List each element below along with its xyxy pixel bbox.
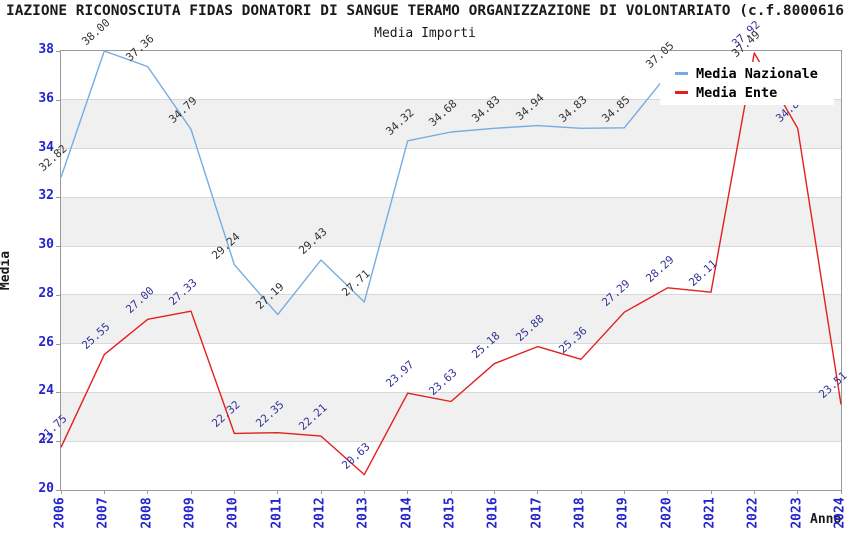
x-tick-mark: [580, 490, 582, 494]
y-tick-label: 38: [38, 42, 54, 57]
legend-label: Media Ente: [696, 84, 778, 101]
gridline: [61, 245, 841, 247]
x-tick-label-year: 2015: [442, 497, 458, 529]
legend-line-sample-red: [675, 91, 688, 94]
x-tick-label-year: 2010: [225, 497, 241, 529]
series-line-media-nazionale: [60, 50, 669, 316]
x-tick-label-year: 2011: [269, 497, 285, 529]
x-tick-label-year: 2013: [355, 497, 371, 529]
gridline: [61, 343, 841, 345]
x-tick-mark: [797, 490, 799, 494]
y-tick-mark: [56, 392, 60, 394]
x-tick-label-year: 2012: [312, 497, 328, 529]
plot-band: [61, 99, 841, 149]
legend: Media Nazionale Media Ente: [660, 62, 834, 105]
x-tick-mark: [233, 490, 235, 494]
plot-area: 32.82 38.00 37.36 34.79 29.24 27.19 29.43 27.71…: [36, 16, 850, 494]
gridline: [61, 440, 841, 442]
x-tick-mark: [320, 490, 322, 494]
series-lines: [60, 50, 842, 476]
x-tick-mark: [363, 490, 365, 494]
x-tick-label-year: 2014: [399, 497, 415, 529]
x-tick-mark: [103, 490, 105, 494]
chart-subtitle: Media Importi: [374, 26, 476, 41]
chart-title: IAZIONE RICONOSCIUTA FIDAS DONATORI DI S…: [5, 3, 845, 19]
x-tick-label-year: 2016: [485, 497, 501, 529]
y-tick-mark: [56, 343, 60, 345]
x-tick-mark: [840, 490, 842, 494]
x-tick-mark: [190, 490, 192, 494]
x-tick-label-year: 2007: [95, 497, 111, 529]
plot-band: [61, 392, 841, 442]
x-tick-mark: [450, 490, 452, 494]
x-tick-mark: [753, 490, 755, 494]
x-tick-label-year: 2020: [659, 497, 675, 529]
gridline: [61, 294, 841, 296]
x-tick-label-year: 2024: [832, 497, 848, 529]
y-tick-mark: [56, 197, 60, 199]
y-tick-label: 24: [38, 383, 54, 399]
y-tick-mark: [56, 51, 60, 52]
legend-item-media-nazionale: Media Nazionale: [660, 64, 834, 83]
series-line-media-ente: [60, 52, 842, 476]
x-tick-mark: [710, 490, 712, 494]
gridline: [61, 196, 841, 198]
y-tick-mark: [56, 490, 60, 491]
y-axis-title: Media: [0, 250, 14, 291]
x-tick-mark: [407, 490, 409, 494]
x-tick-mark: [493, 490, 495, 494]
y-tick-label: 30: [38, 237, 54, 253]
x-axis-title: Anno: [810, 512, 842, 527]
x-tick-mark: [667, 490, 669, 494]
y-tick-label: 20: [38, 481, 54, 496]
plot-band: [61, 197, 841, 247]
y-tick-mark: [56, 441, 60, 443]
y-tick-label: 22: [38, 432, 54, 448]
y-tick-mark: [56, 99, 60, 101]
gridline: [61, 391, 841, 393]
x-tick-label-year: 2022: [745, 497, 761, 529]
legend-line-sample-blue: [675, 72, 688, 75]
x-tick-mark: [537, 490, 539, 494]
x-tick-label-year: 2021: [702, 497, 718, 529]
y-tick-label: 32: [38, 188, 54, 204]
x-tick-mark: [60, 490, 62, 494]
y-tick-label: 34: [38, 139, 54, 155]
legend-label: Media Nazionale: [696, 65, 818, 82]
gridline: [61, 148, 841, 150]
x-tick-label-year: 2019: [615, 497, 631, 529]
y-tick-mark: [56, 148, 60, 150]
x-tick-label-year: 2006: [52, 497, 68, 529]
x-tick-label-year: 2008: [139, 497, 155, 529]
x-tick-label-year: 2018: [572, 497, 588, 529]
plot-band: [61, 294, 841, 344]
x-tick-label-year: 2017: [529, 497, 545, 529]
x-tick-label-year: 2009: [182, 497, 198, 529]
x-tick-mark: [623, 490, 625, 494]
y-tick-label: 28: [38, 285, 54, 301]
y-tick-mark: [56, 246, 60, 248]
x-tick-mark: [147, 490, 149, 494]
y-tick-label: 36: [38, 90, 54, 106]
x-tick-label-year: 2023: [789, 497, 805, 529]
gridline: [61, 99, 841, 101]
y-tick-label: 26: [38, 334, 54, 350]
x-tick-mark: [277, 490, 279, 494]
legend-item-media-ente: Media Ente: [660, 83, 834, 102]
y-tick-mark: [56, 294, 60, 296]
